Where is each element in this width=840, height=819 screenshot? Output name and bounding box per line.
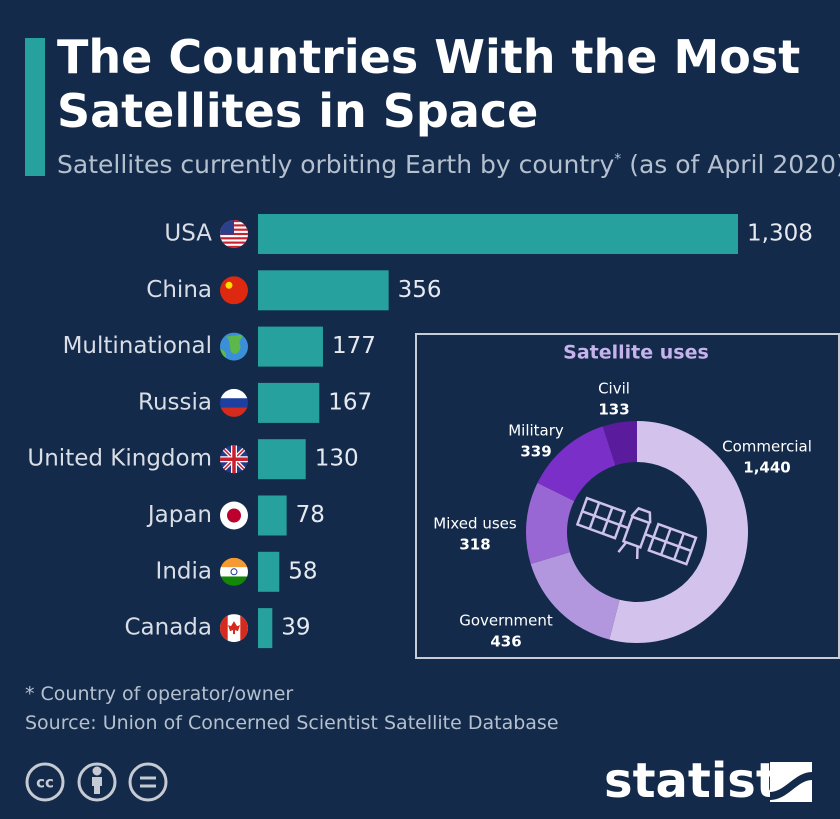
- bar: [258, 495, 287, 536]
- value-label: 167: [328, 389, 372, 415]
- flag-part: [225, 281, 233, 289]
- segment-value: 339: [520, 443, 551, 461]
- value-label: 1,308: [747, 221, 813, 247]
- satellite-icon: [575, 496, 698, 566]
- inset-box: [415, 333, 840, 659]
- segment-label: Military: [508, 422, 564, 440]
- segment-label: Mixed uses: [433, 515, 517, 533]
- category-label: India: [156, 558, 212, 584]
- category-label: USA: [164, 221, 212, 247]
- bar: [258, 608, 273, 649]
- flag-part: [220, 241, 248, 244]
- license-icons: [25, 762, 168, 802]
- bar: [258, 270, 389, 311]
- flag-part: [220, 567, 248, 577]
- segment-value: 133: [598, 401, 629, 419]
- bar: [258, 439, 306, 480]
- flag: [220, 445, 248, 474]
- footnote: * Country of operator/owner: [25, 683, 294, 705]
- donut-segment: [526, 482, 575, 564]
- category-label: Japan: [146, 502, 212, 528]
- flag: [220, 220, 248, 248]
- subtitle-marker: *: [614, 151, 622, 168]
- value-label: 39: [281, 615, 310, 641]
- donut-segment: [537, 426, 616, 502]
- flag-part: [227, 508, 241, 523]
- flag-part: [220, 614, 228, 643]
- flag: [220, 501, 248, 530]
- flag-part: [220, 557, 248, 568]
- flag-part: [220, 398, 248, 409]
- value-label: 356: [398, 277, 442, 303]
- subtitle-text: Satellites currently orbiting Earth by c…: [57, 150, 615, 179]
- flag-part: [228, 621, 240, 635]
- flag-part: [220, 576, 248, 586]
- donut-segment: [602, 421, 637, 466]
- value-label: 130: [315, 446, 359, 472]
- segment-value: 318: [459, 536, 490, 554]
- bar: [258, 551, 280, 592]
- donut-segment: [609, 421, 748, 643]
- segment-label: Commercial: [722, 438, 812, 456]
- value-label: 78: [296, 502, 325, 528]
- subtitle: Satellites currently orbiting Earth by c…: [57, 150, 840, 179]
- category-label: Canada: [124, 615, 212, 641]
- segment-label: Civil: [598, 380, 630, 398]
- flag-part: [220, 407, 248, 417]
- category-label: Multinational: [63, 333, 212, 359]
- brand-logo: [770, 762, 812, 802]
- flag-part: [220, 245, 248, 248]
- inset-title: Satellite uses: [563, 342, 709, 364]
- segment-value: 1,440: [743, 459, 790, 477]
- category-label: United Kingdom: [27, 446, 212, 472]
- donut-segment: [530, 552, 620, 640]
- flag-part: [220, 220, 234, 235]
- subtitle-suffix: (as of April 2020): [621, 150, 840, 179]
- flag: [220, 332, 248, 361]
- value-label: 177: [332, 333, 376, 359]
- flag-part: [230, 568, 238, 576]
- flag: [220, 614, 248, 643]
- flag-part: [220, 445, 248, 474]
- flag-part: [220, 334, 243, 361]
- title: The Countries With the Most Satellites i…: [57, 30, 801, 138]
- flag: [220, 276, 248, 305]
- flag: [220, 388, 248, 417]
- flag: [220, 557, 248, 586]
- segment-value: 436: [490, 633, 521, 651]
- flag-part: [220, 276, 248, 305]
- flag-part: [220, 237, 248, 240]
- flag-part: [220, 388, 248, 399]
- accent-bar: [25, 38, 45, 176]
- category-label: China: [146, 277, 212, 303]
- category-label: Russia: [138, 389, 212, 415]
- segment-label: Government: [459, 612, 553, 630]
- bar: [258, 382, 320, 423]
- bar: [258, 214, 738, 254]
- flag-part: [240, 614, 248, 643]
- source: Source: Union of Concerned Scientist Sat…: [25, 712, 559, 734]
- bar: [258, 326, 323, 367]
- license-text: cc: [36, 774, 54, 792]
- value-label: 58: [288, 558, 317, 584]
